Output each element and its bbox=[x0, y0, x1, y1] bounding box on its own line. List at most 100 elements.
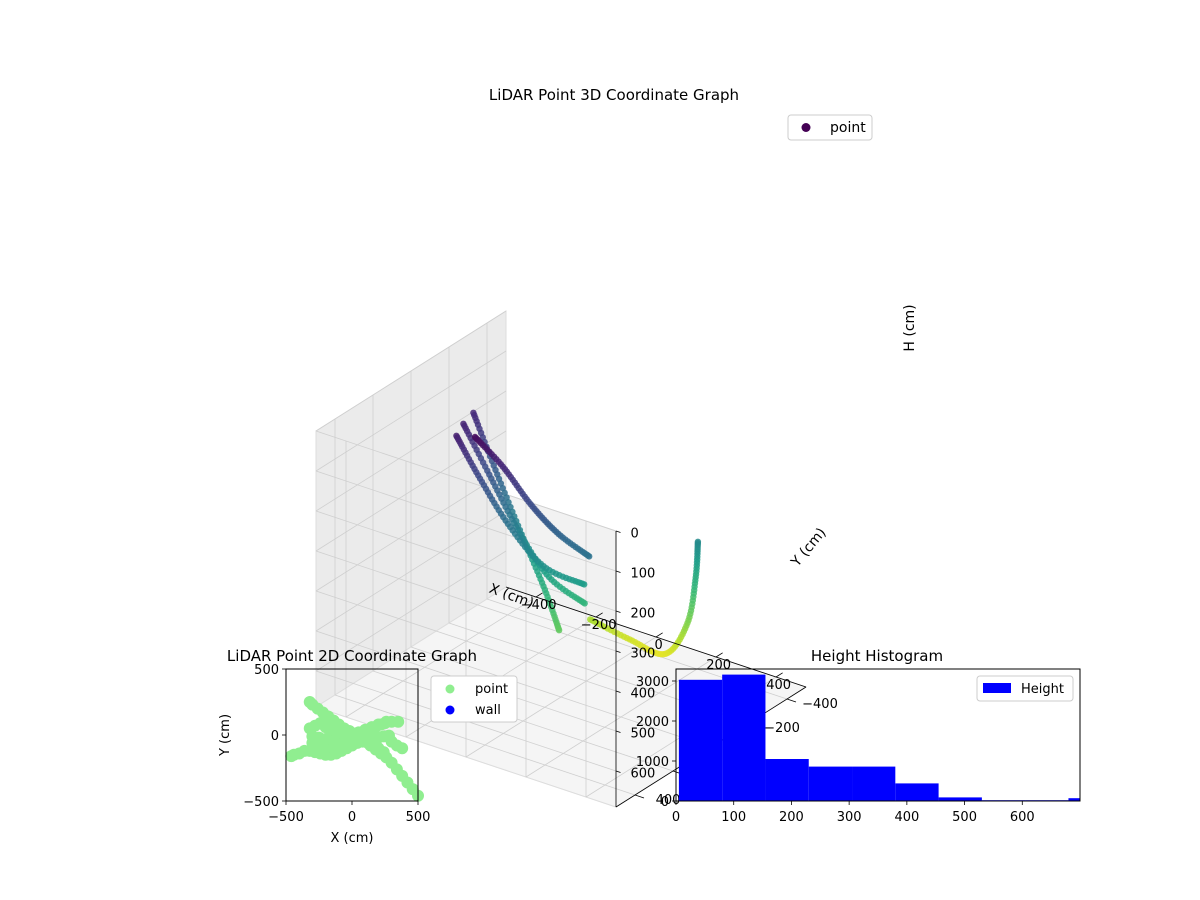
chart-3d-title: LiDAR Point 3D Coordinate Graph bbox=[489, 86, 739, 104]
grid-z-back bbox=[315, 590, 617, 692]
point-3d bbox=[581, 581, 588, 588]
histogram-legend-box bbox=[976, 675, 1074, 702]
grid-z-back bbox=[315, 550, 617, 652]
histogram-x-tick-label: 200 bbox=[779, 810, 804, 825]
z-tick-label: 500 bbox=[631, 727, 656, 742]
histogram-x-tick-label: 300 bbox=[837, 810, 862, 825]
chart-2d-legend-label-wall: wall bbox=[475, 703, 501, 718]
point-3d bbox=[581, 600, 588, 607]
z-tick bbox=[615, 730, 621, 733]
point-3d bbox=[694, 538, 702, 545]
histogram-ticks: 0 100 200 300 400 500 600 0 1000 2000 3000 bbox=[636, 675, 1035, 825]
z-tick-label: 0 bbox=[631, 527, 639, 542]
histogram-bar bbox=[765, 759, 809, 801]
histogram-bar bbox=[852, 766, 896, 801]
point-2d bbox=[380, 715, 393, 728]
histogram-legend-marker bbox=[983, 683, 1011, 693]
histogram-bars bbox=[678, 674, 1080, 801]
chart-2d-legend-marker-wall bbox=[445, 705, 455, 715]
chart-2d-title: LiDAR Point 2D Coordinate Graph bbox=[227, 647, 477, 665]
point-2d bbox=[396, 742, 409, 755]
chart-3d-legend-box bbox=[787, 114, 873, 141]
chart-3d-ylabel: Y (cm) bbox=[788, 525, 830, 571]
histogram-bar bbox=[808, 766, 853, 801]
chart-3d: LiDAR Point 3D Coordinate Graph −400−200… bbox=[314, 86, 918, 808]
chart-2d-ticks: −500−500 0 0 500 500 bbox=[243, 663, 430, 825]
grid-z-left bbox=[315, 550, 507, 672]
z-tick bbox=[615, 650, 621, 653]
x-tick-label: −400 bbox=[521, 598, 557, 613]
y-tick-label: 400 bbox=[656, 793, 681, 808]
y-tick-label: −400 bbox=[802, 697, 838, 712]
grid-y-floor bbox=[410, 646, 712, 748]
point-2d bbox=[377, 746, 390, 759]
histogram-y-tick-label: 3000 bbox=[636, 675, 669, 690]
chart-3d-legend-marker bbox=[801, 123, 811, 132]
chart-2d-xlabel: X (cm) bbox=[331, 831, 374, 846]
point-3d bbox=[586, 553, 593, 560]
y-tick-label: −200 bbox=[764, 721, 800, 736]
chart-3d-legend-label: point bbox=[830, 120, 866, 136]
histogram-y-tick-label: 0 bbox=[661, 795, 669, 810]
z-tick bbox=[615, 610, 621, 613]
grid-z-left bbox=[315, 310, 507, 432]
grid-z-left bbox=[315, 470, 507, 592]
chart-2d-legend-marker-point bbox=[445, 684, 455, 694]
grid-z-back bbox=[315, 470, 617, 572]
histogram-bar bbox=[938, 797, 982, 801]
x-tick-label: 0 bbox=[655, 638, 663, 653]
grid-y-floor bbox=[372, 670, 674, 772]
y-tick-label-2d: −500 bbox=[243, 795, 279, 810]
histogram-x-tick-label: 600 bbox=[1010, 810, 1035, 825]
histogram-legend-label: Height bbox=[1021, 682, 1064, 697]
chart-2d-legend-label-point: point bbox=[475, 682, 508, 697]
histogram-x-tick-label: 100 bbox=[721, 810, 746, 825]
x-tick-label: 400 bbox=[766, 678, 791, 693]
histogram-title: Height Histogram bbox=[811, 647, 943, 665]
chart-2d-points bbox=[285, 696, 424, 802]
chart-2d-ylabel: Y (cm) bbox=[218, 714, 233, 757]
chart-2d-legend: point wall bbox=[430, 675, 518, 723]
histogram-frame bbox=[675, 668, 1081, 802]
x-tick-label: 200 bbox=[706, 658, 731, 673]
y-tick bbox=[786, 698, 797, 703]
grid-y-floor bbox=[334, 694, 636, 796]
x-tick bbox=[655, 632, 663, 638]
z-tick-label: 100 bbox=[631, 567, 656, 582]
point-3d bbox=[555, 627, 563, 634]
chart-2d: LiDAR Point 2D Coordinate Graph −500−500… bbox=[218, 647, 518, 846]
x-tick bbox=[775, 672, 783, 678]
y-tick bbox=[634, 794, 645, 799]
x-tick bbox=[535, 592, 543, 598]
point-2d bbox=[298, 744, 311, 757]
histogram-y-tick-label: 2000 bbox=[636, 715, 669, 730]
z-tick-label: 400 bbox=[631, 687, 656, 702]
z-tick-label: 200 bbox=[631, 607, 656, 622]
y-tick-label-2d: 0 bbox=[271, 729, 279, 744]
histogram-x-tick-label: 500 bbox=[952, 810, 977, 825]
chart-3d-points bbox=[453, 409, 702, 658]
histogram-bar bbox=[1068, 798, 1080, 801]
x-tick-label-2d: −500 bbox=[268, 810, 304, 825]
z-tick-label: 600 bbox=[631, 767, 656, 782]
grid-z-left bbox=[315, 510, 507, 632]
point-2d bbox=[392, 715, 405, 728]
chart-3d-zlabel: H (cm) bbox=[902, 304, 918, 351]
y-tick-label-2d: 500 bbox=[254, 663, 279, 678]
z-tick bbox=[615, 570, 621, 573]
x-tick bbox=[715, 652, 723, 658]
grid-z-back bbox=[315, 430, 617, 532]
histogram-legend: Height bbox=[976, 675, 1074, 702]
x-tick bbox=[595, 612, 603, 618]
histogram-bar bbox=[895, 783, 939, 801]
x-tick-label-2d: 500 bbox=[406, 810, 431, 825]
z-tick bbox=[615, 770, 621, 773]
histogram-x-tick-label: 400 bbox=[894, 810, 919, 825]
chart-histogram: Height Histogram 0 100 200 300 400 500 600 0 100… bbox=[636, 647, 1081, 825]
z-tick-label: 300 bbox=[631, 647, 656, 662]
z-tick bbox=[615, 690, 621, 693]
x-tick-label-2d: 0 bbox=[348, 810, 356, 825]
histogram-x-tick-label: 0 bbox=[672, 810, 680, 825]
grid-z-left bbox=[315, 350, 507, 472]
